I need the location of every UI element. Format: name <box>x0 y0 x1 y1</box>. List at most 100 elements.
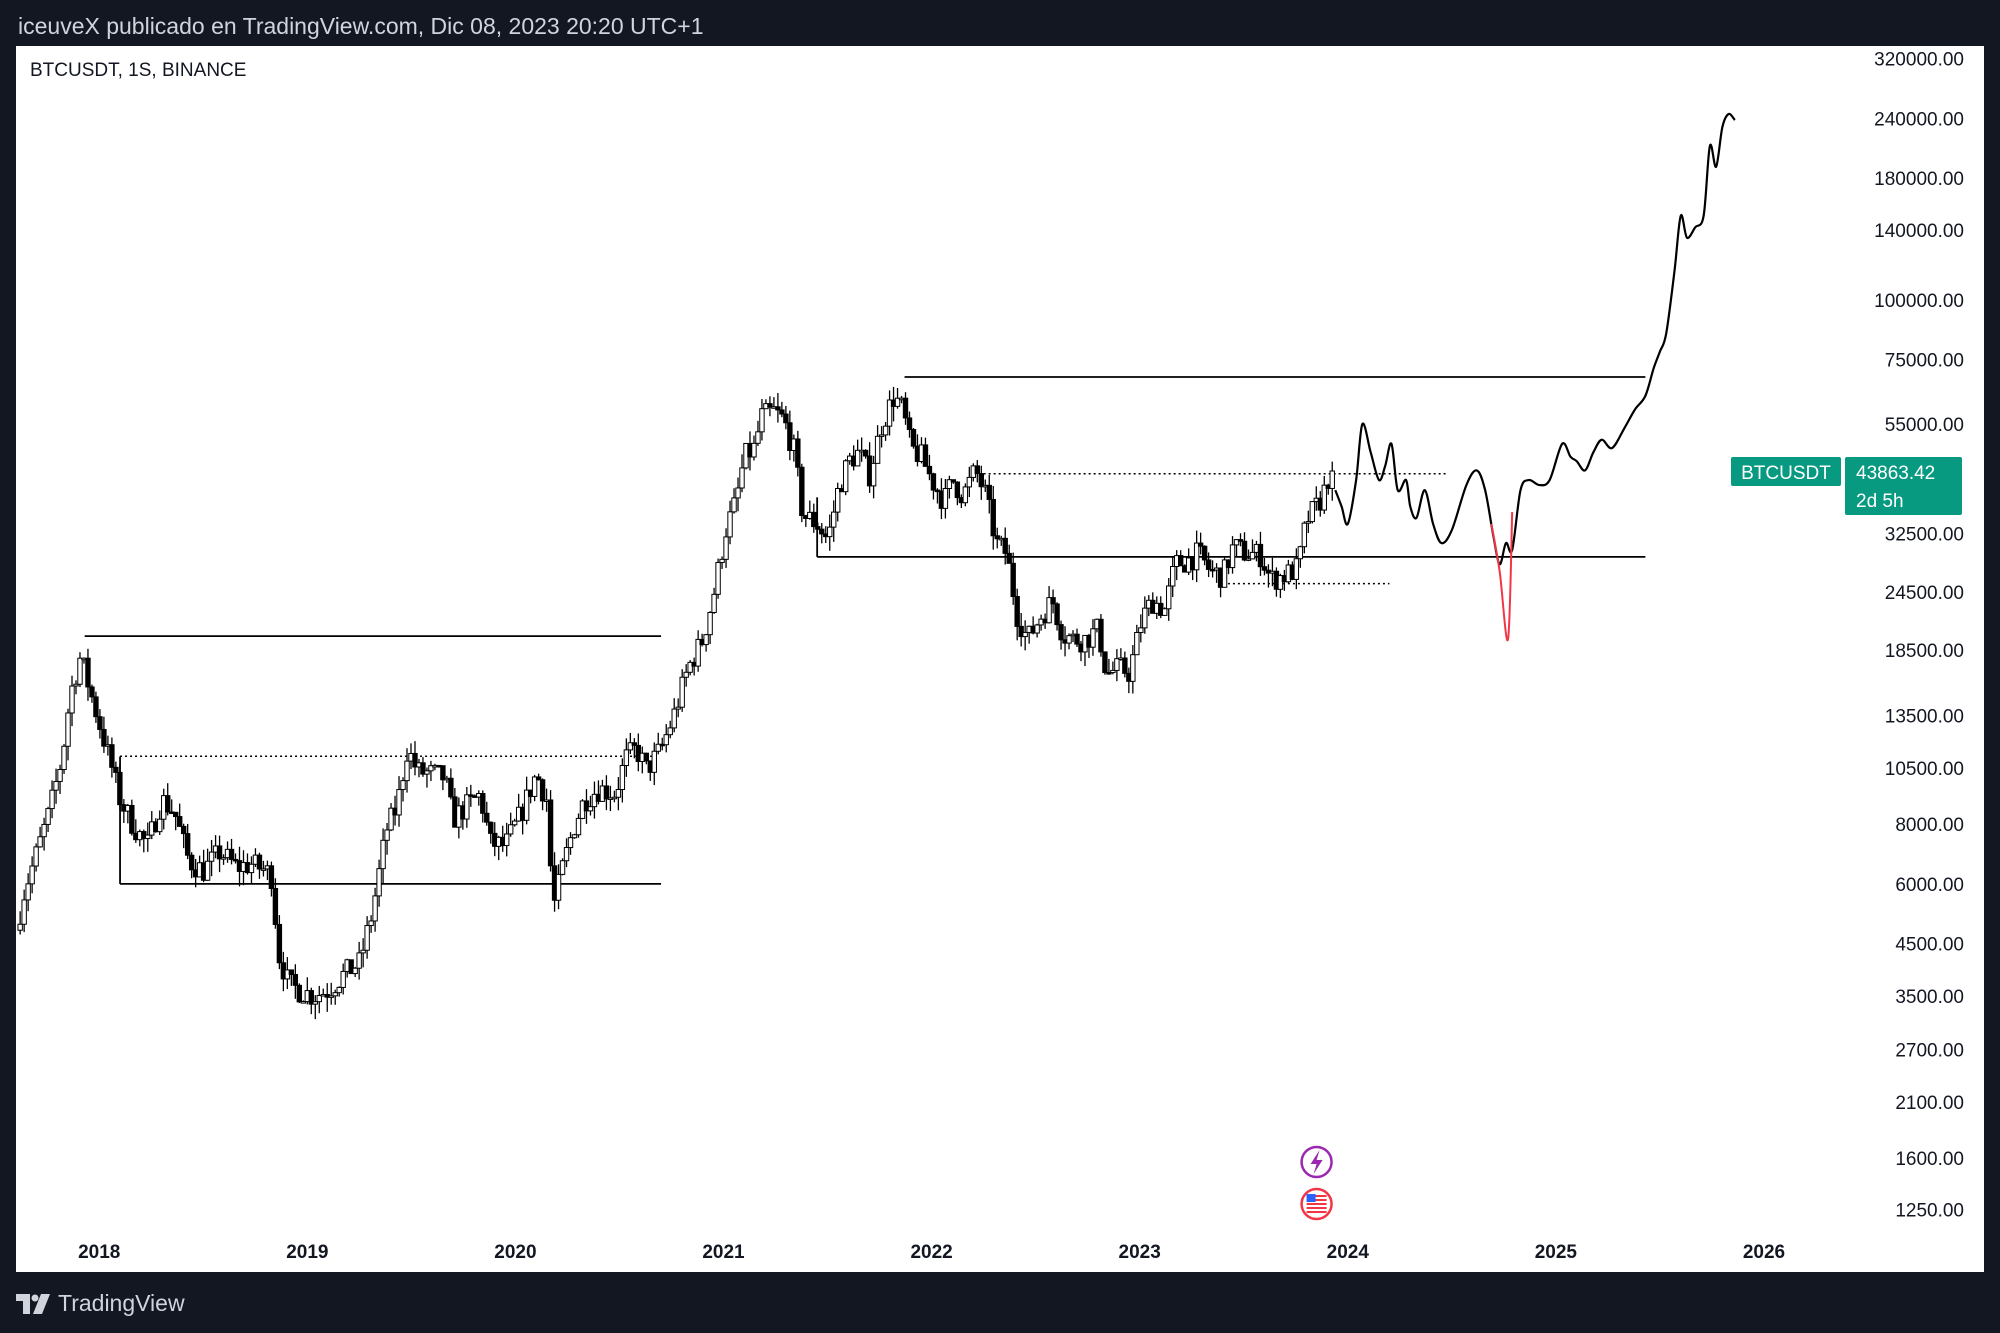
candle <box>874 425 881 464</box>
candle <box>1090 619 1096 656</box>
candle <box>376 859 382 907</box>
candle <box>45 806 51 833</box>
candle <box>974 460 981 483</box>
candle <box>719 556 725 569</box>
candle <box>1050 589 1056 614</box>
candle <box>260 860 267 877</box>
candle <box>488 821 494 844</box>
candle <box>1006 544 1012 564</box>
us-flag-icon[interactable] <box>1300 1187 1333 1221</box>
candle <box>795 430 801 477</box>
projection-layer <box>1334 112 1736 642</box>
price-tick-label: 1600.00 <box>1895 1149 1964 1170</box>
candle <box>531 774 538 802</box>
candle <box>1058 620 1064 650</box>
time-tick-label: 2022 <box>910 1242 952 1263</box>
candle <box>1221 556 1228 588</box>
price-tick-label: 2100.00 <box>1895 1093 1964 1114</box>
candle <box>65 708 71 761</box>
candle <box>188 852 195 879</box>
candle <box>623 738 630 777</box>
candle <box>1002 527 1008 565</box>
candle <box>1241 532 1248 562</box>
candle <box>204 848 211 881</box>
price-tick-label: 2700.00 <box>1895 1041 1964 1062</box>
chart-panel[interactable]: 320000.00 240000.00 180000.00 140000.00 1000… <box>16 46 1984 1272</box>
candle <box>954 481 961 506</box>
svg-text:BTCUSDT: BTCUSDT <box>1741 463 1831 484</box>
candle <box>759 398 765 441</box>
candle <box>727 500 733 545</box>
tradingview-logo-icon <box>16 1293 50 1314</box>
price-tick-label: 180000.00 <box>1874 169 1964 190</box>
last-price-badge: BTCUSDT 43863.42 2d 5h <box>1731 457 1962 516</box>
candle <box>308 987 314 1015</box>
time-tick-label: 2021 <box>702 1242 745 1263</box>
tradingview-logo[interactable]: TradingView <box>16 1290 185 1317</box>
candle <box>400 777 406 802</box>
candle <box>575 813 582 838</box>
time-axis[interactable]: 2018 2019 2020 2021 2022 2023 2024 2025 2026 <box>78 1242 1785 1263</box>
candle <box>567 832 574 855</box>
candle <box>1329 461 1335 501</box>
candle <box>990 485 996 550</box>
candle <box>787 410 793 461</box>
candle <box>723 528 729 568</box>
range-box-1[interactable] <box>84 635 662 885</box>
candle <box>1014 588 1020 641</box>
candle <box>380 828 386 884</box>
candle <box>962 483 969 507</box>
candle <box>555 864 562 910</box>
candle <box>37 826 43 848</box>
red-wick-path[interactable] <box>1490 511 1514 642</box>
candle <box>372 887 378 932</box>
price-axis[interactable]: 320000.00 240000.00 180000.00 140000.00 1000… <box>1874 50 1964 1222</box>
candle <box>906 411 913 438</box>
candle <box>268 861 275 897</box>
candle <box>755 420 761 447</box>
candle <box>1102 651 1108 675</box>
candle <box>1257 531 1264 576</box>
candle <box>25 873 31 912</box>
candle <box>835 482 841 522</box>
candle <box>1201 545 1208 566</box>
candle <box>29 856 35 894</box>
price-tick-label: 75000.00 <box>1885 351 1964 372</box>
candle <box>1130 645 1136 694</box>
price-tick-label: 3500.00 <box>1895 987 1964 1008</box>
price-chart[interactable]: 320000.00 240000.00 180000.00 140000.00 1000… <box>16 46 1984 1272</box>
candle <box>511 818 518 827</box>
candle <box>619 758 626 803</box>
footer: TradingView <box>0 1272 2000 1333</box>
candle <box>1229 536 1236 574</box>
lightning-icon[interactable] <box>1300 1145 1333 1179</box>
candle <box>1114 649 1120 682</box>
candle <box>1309 501 1316 524</box>
candle <box>33 843 39 872</box>
candle <box>1297 545 1304 568</box>
candle <box>69 675 75 727</box>
time-tick-label: 2025 <box>1535 1242 1578 1263</box>
event-icons[interactable] <box>1300 1145 1333 1221</box>
projection-path[interactable] <box>1334 112 1736 566</box>
candle <box>184 823 191 860</box>
candle <box>145 822 151 852</box>
candle <box>220 854 227 865</box>
candle <box>583 789 590 824</box>
candle <box>420 757 426 777</box>
candle <box>831 500 837 542</box>
range-box-2[interactable] <box>816 376 1646 558</box>
price-tick-label: 140000.00 <box>1874 221 1964 242</box>
candle <box>208 839 215 877</box>
price-tick-label: 100000.00 <box>1874 291 1964 312</box>
candle <box>902 392 909 425</box>
candle <box>464 787 470 828</box>
candle <box>819 522 825 544</box>
candle <box>141 829 147 853</box>
candle <box>41 817 47 851</box>
candle <box>1022 620 1028 651</box>
candle <box>842 459 849 496</box>
candle <box>683 664 689 687</box>
candle <box>352 966 358 977</box>
candle <box>635 733 642 772</box>
